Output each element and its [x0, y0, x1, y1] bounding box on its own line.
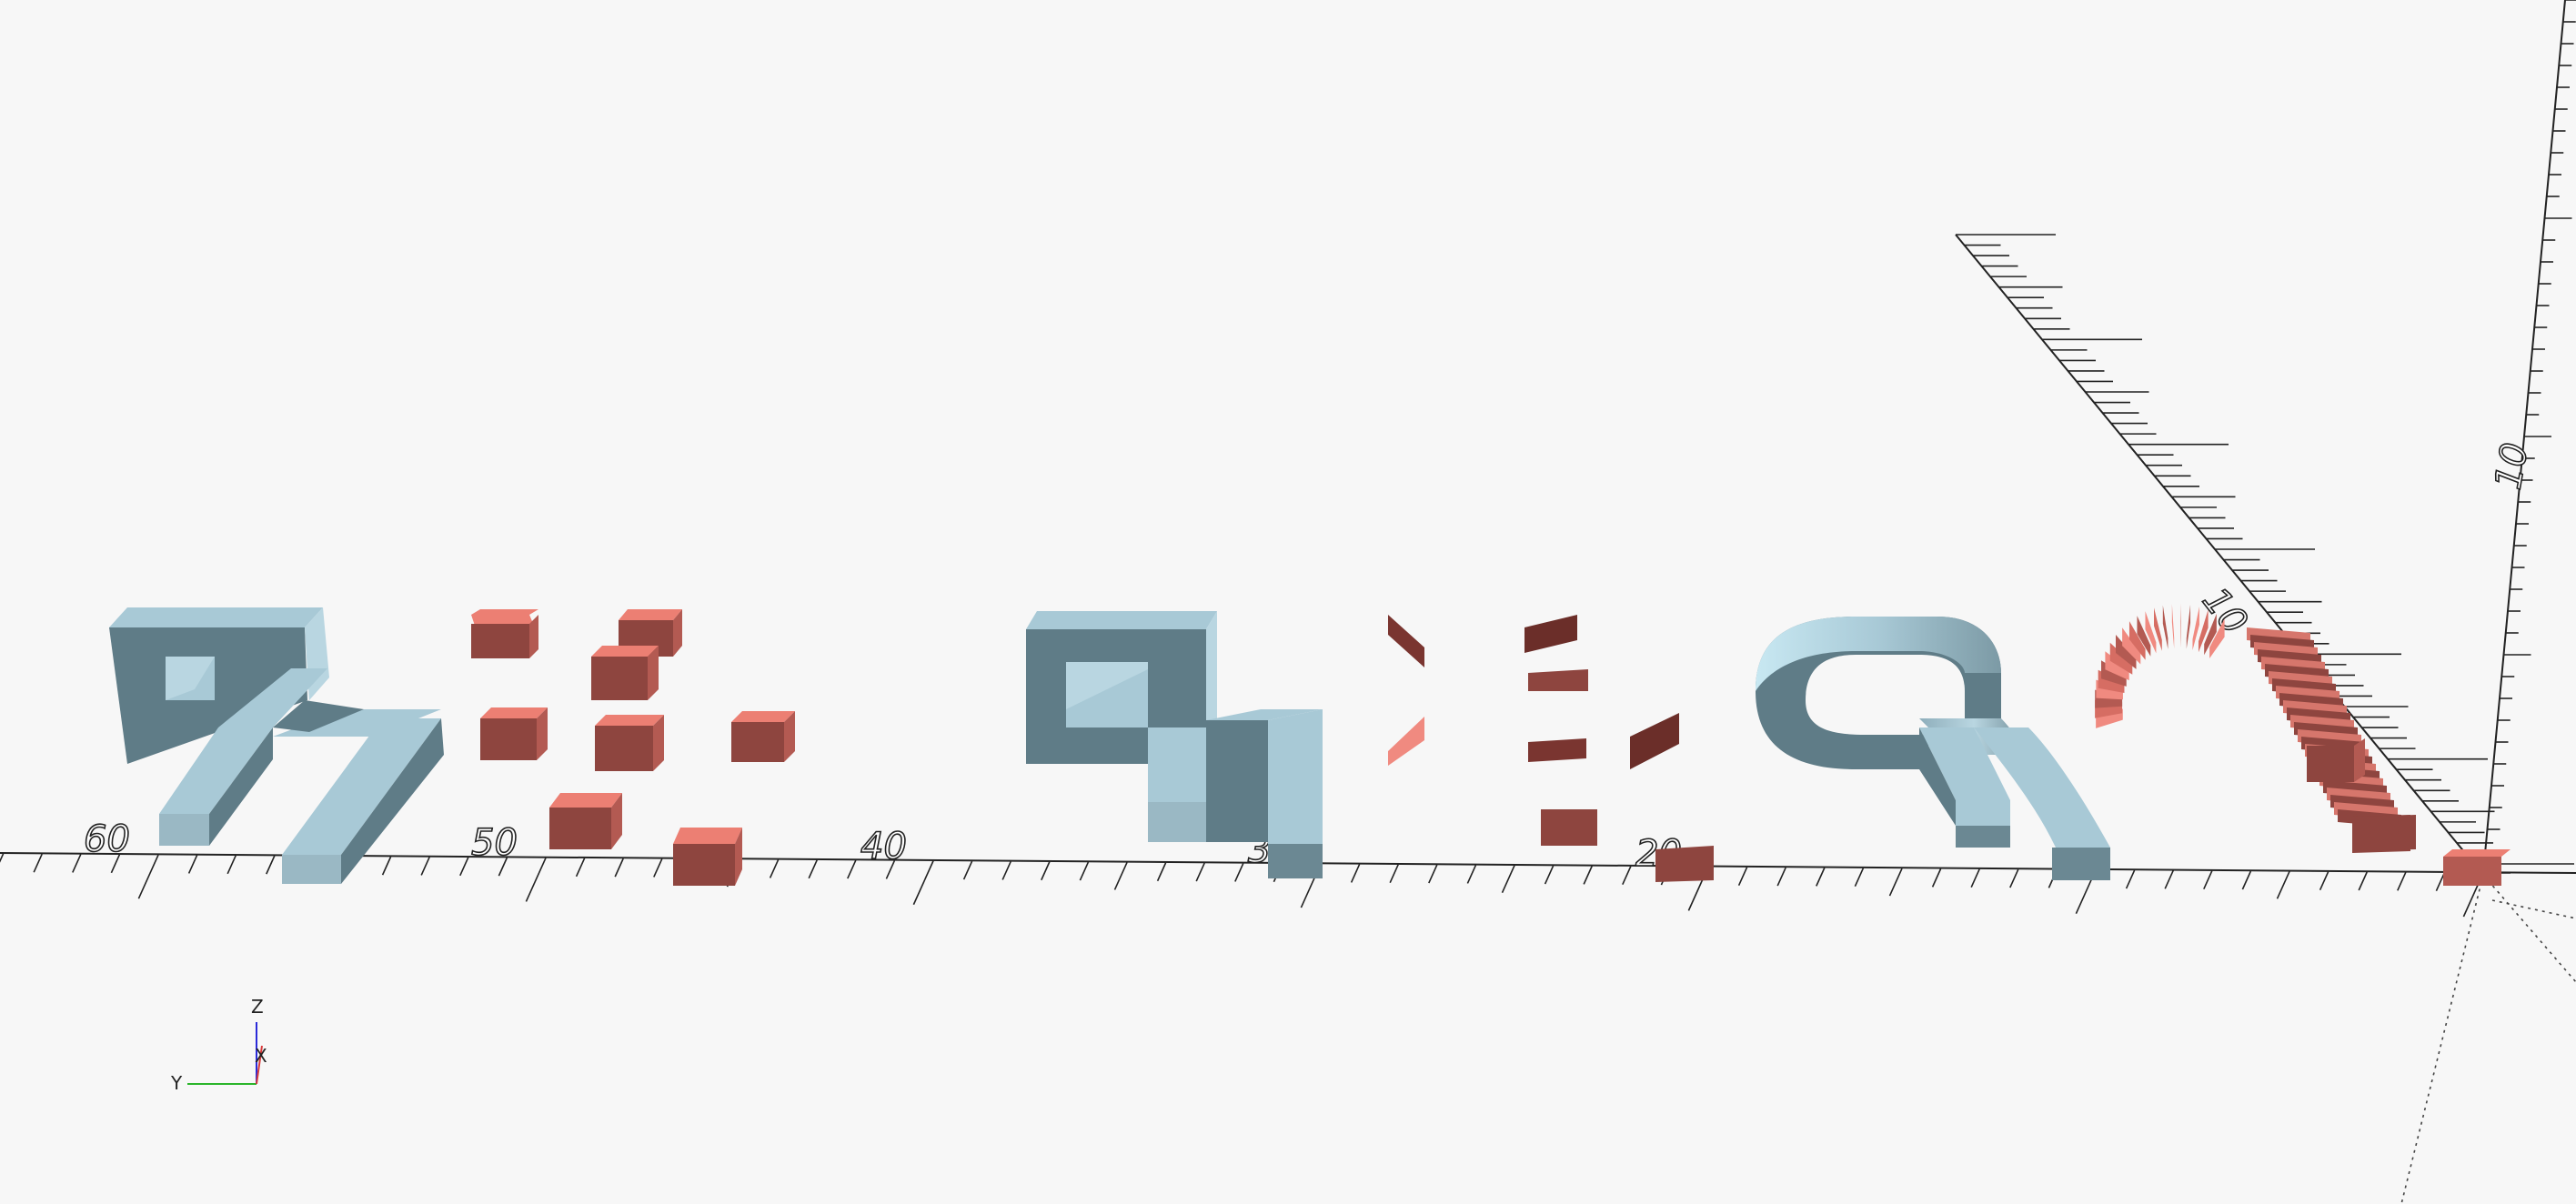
marker-cube[interactable]: [1655, 846, 1714, 882]
axes-gizmo: Z Y X: [170, 996, 267, 1094]
ruler-tick: [1352, 864, 1360, 882]
ruler-tick: [1971, 869, 1979, 888]
ruler-tick: [913, 861, 933, 905]
ruler-tick: [654, 858, 662, 877]
ruler-tick: [1235, 863, 1243, 881]
ruler-label-60: 60: [84, 818, 130, 860]
ruler-tick: [848, 860, 856, 878]
ruler-tick: [2242, 871, 2250, 889]
marker-cube: [2307, 746, 2354, 782]
ruler-tick: [2010, 869, 2018, 888]
ruler-tick: [2278, 871, 2290, 898]
ruler-tick: [2204, 871, 2212, 889]
gizmo-x-label: X: [255, 1045, 267, 1067]
ruler-tick: [1041, 862, 1050, 880]
ruler-tick: [2165, 870, 2173, 888]
ruler-tick: [421, 857, 429, 875]
ruler-tick: [1584, 866, 1592, 884]
ruler-tick: [1429, 865, 1437, 883]
ruler-tick: [770, 859, 779, 878]
ruler-tick: [1196, 863, 1204, 881]
gizmo-y-label: Y: [170, 1072, 183, 1094]
ruler-tick: [1467, 865, 1475, 883]
gizmo-z-label: Z: [251, 996, 264, 1018]
marker-cube[interactable]: [673, 828, 742, 886]
marker-slice: [2187, 605, 2190, 649]
ruler-tick: [615, 858, 623, 877]
marker-slice: [2192, 607, 2199, 650]
marker-cube[interactable]: [591, 646, 659, 700]
ruler-label-50: 50: [471, 822, 518, 864]
ruler-tick: [1855, 868, 1863, 887]
marker-slice: [2180, 604, 2181, 648]
ruler-tick: [73, 854, 81, 872]
ruler-tick: [964, 861, 972, 879]
blue-model-3[interactable]: [1756, 617, 2110, 880]
ruler-tick: [1739, 868, 1747, 886]
ruler-tick: [1545, 866, 1554, 884]
ruler-tick: [189, 855, 197, 873]
blue-model-1[interactable]: [109, 607, 444, 884]
marker-slice[interactable]: [1630, 713, 1679, 769]
ruler-label-40: 40: [860, 826, 907, 868]
red-markers-1[interactable]: [471, 609, 795, 886]
ruler-tick: [1390, 865, 1398, 883]
marker-slice: [2163, 606, 2168, 649]
ruler-tick: [1816, 868, 1825, 886]
ruler-tick: [34, 854, 42, 872]
ruler-tick: [1777, 868, 1786, 886]
marker-slice[interactable]: [1524, 615, 1577, 653]
marker-slice[interactable]: [1388, 717, 1424, 766]
vert-label-10: 10: [2488, 440, 2537, 493]
marker-slice[interactable]: [1528, 738, 1586, 762]
ruler-tick: [267, 856, 275, 874]
ruler-tick: [1503, 866, 1515, 893]
negative-axes: [2401, 875, 2576, 1204]
ruler-tick: [2127, 870, 2135, 888]
ruler-tick: [526, 858, 546, 901]
ruler-tick: [138, 855, 158, 898]
marker-cube[interactable]: [595, 715, 664, 771]
ruler-tick: [1115, 862, 1128, 889]
marker-cube[interactable]: [549, 793, 622, 849]
ruler-tick: [1080, 862, 1088, 880]
ruler-tick: [227, 856, 236, 874]
ruler-tick: [1002, 861, 1011, 879]
marker-slice[interactable]: [1528, 669, 1588, 691]
ruler-tick: [809, 860, 817, 878]
marker-cube[interactable]: [480, 707, 548, 760]
marker-cube[interactable]: [471, 609, 538, 658]
ruler-tick: [1158, 863, 1166, 881]
ruler-tick: [460, 858, 468, 876]
ruler-tick: [2359, 872, 2367, 890]
blue-model-2[interactable]: [1026, 611, 1323, 878]
ruler-tick: [1933, 868, 1941, 887]
ruler-tick: [0, 854, 4, 872]
marker-cube: [2354, 738, 2365, 782]
marker-cube[interactable]: [731, 711, 795, 762]
ruler-tick: [2320, 872, 2329, 890]
marker-cube[interactable]: [1541, 809, 1597, 846]
ruler-tick: [577, 858, 585, 877]
z-axis-ruler: 10: [2483, 0, 2576, 873]
ruler-tick: [2398, 872, 2406, 890]
ruler-tick: [1623, 867, 1631, 885]
marker-slice: [2172, 604, 2174, 648]
ruler-tick: [1890, 868, 1903, 896]
ruler-tick: [383, 857, 391, 875]
marker-slice[interactable]: [1388, 615, 1424, 667]
